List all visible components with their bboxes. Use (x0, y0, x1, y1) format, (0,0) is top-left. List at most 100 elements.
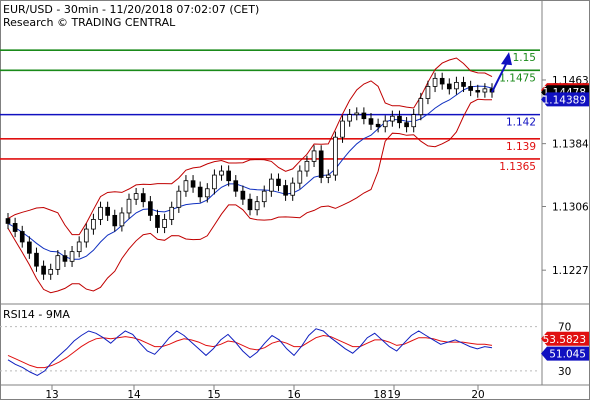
candlestick (183, 175, 189, 197)
candlestick (12, 217, 18, 238)
time-tick-label: 15 (207, 389, 220, 400)
candle-body (454, 81, 459, 90)
candle-body (425, 86, 431, 99)
bollinger-lower-line (7, 98, 493, 294)
candle-body (418, 98, 424, 116)
candlestick (204, 183, 210, 203)
candlestick (361, 107, 367, 125)
candle-body (119, 212, 125, 227)
rsi-line (7, 328, 493, 376)
candlestick (169, 201, 175, 226)
rsi-tick-label: 70 (558, 322, 571, 334)
bollinger-bands (7, 57, 493, 294)
candlestick (176, 185, 182, 213)
candlestick (27, 236, 32, 259)
candlestick (454, 76, 459, 95)
candle-body (304, 160, 310, 172)
candle-body (12, 223, 18, 232)
candlestick (233, 175, 239, 197)
candle-body (354, 112, 360, 116)
candlestick (91, 213, 96, 235)
level-label: 1.1365 (499, 161, 536, 173)
price-badge: 1.14389 (541, 92, 589, 107)
candle-body (375, 123, 381, 128)
candlestick (133, 187, 139, 205)
candlestick (432, 72, 438, 93)
candle-body (347, 114, 352, 122)
candlestick (446, 78, 452, 95)
candlestick (155, 209, 160, 234)
level-label: 1.139 (506, 141, 536, 153)
candlestick (19, 225, 25, 248)
level-label: 1.15 (513, 52, 536, 64)
candle-body (269, 178, 274, 192)
candle-body (76, 241, 82, 253)
candlestick (347, 108, 352, 127)
candle-body (48, 268, 54, 275)
candlestick (325, 169, 331, 184)
time-axis: 13 14 15 16 19 20 18 (45, 385, 485, 400)
candlestick (140, 187, 146, 208)
candlestick (190, 175, 196, 193)
candle-body (432, 77, 438, 87)
candlestick (425, 80, 431, 105)
candle-body (34, 252, 39, 267)
candle-body (446, 83, 452, 90)
candlestick (34, 247, 39, 272)
candle-body (254, 201, 260, 211)
candle-body (27, 241, 32, 254)
candle-body (190, 180, 196, 188)
candle-body (176, 190, 182, 208)
forecast-arrow-line (491, 61, 508, 93)
chart-subtitle: Research © TRADING CENTRAL (3, 16, 176, 29)
rsi-tick-label: 30 (558, 366, 571, 378)
rsi-ma-line (7, 334, 493, 369)
moving-average-line (7, 85, 493, 260)
candlestick (212, 169, 217, 195)
candlestick (62, 250, 68, 267)
candle-body (411, 114, 417, 128)
candle-body (325, 174, 331, 178)
price-tick-label: 1.1384 (552, 139, 589, 151)
time-tick-label: 20 (471, 389, 484, 400)
level-label: 1.142 (506, 117, 536, 129)
candle-body (204, 188, 210, 198)
candle-body (5, 218, 11, 224)
candle-body (197, 186, 203, 198)
forecast-arrow-head (501, 52, 512, 66)
time-tick-label: 19 (387, 389, 400, 400)
candlestick (340, 115, 345, 143)
rsi-badge-label: 53.5823 (543, 334, 586, 346)
candle-body (333, 136, 338, 176)
candle-body (247, 198, 253, 211)
candlestick (162, 213, 167, 234)
candlestick (219, 165, 224, 181)
candlestick (333, 131, 338, 181)
time-tick-label: 18 (373, 389, 386, 400)
level-lines: 1.15 1.1475 1.142 1.139 1.1365 (0, 49, 540, 173)
candlestick (397, 110, 402, 129)
candlestick (439, 72, 445, 90)
candlestick (148, 196, 153, 222)
candlestick (226, 165, 231, 187)
candlestick (261, 185, 267, 208)
candle-body (311, 150, 317, 162)
candlestick (482, 83, 488, 98)
price-badge-label: 1.14389 (543, 94, 586, 106)
candle-body (62, 255, 68, 262)
candlestick (48, 263, 54, 280)
price-tick-label: 1.1306 (552, 202, 589, 214)
candle-body (439, 77, 445, 85)
rsi-title: RSI14 - 9MA (3, 308, 70, 321)
candlestick (468, 80, 473, 97)
rsi-badge-box (541, 346, 589, 361)
candlestick (240, 185, 246, 205)
candle-body (55, 255, 61, 270)
candle-body (397, 115, 402, 124)
chart-title: EUR/USD - 30min - 11/20/2018 07:02:07 (C… (3, 3, 259, 16)
candlestick (98, 201, 103, 226)
candle-body (148, 201, 153, 216)
rsi-badge: 53.5823 (541, 331, 589, 346)
candlestick (269, 173, 274, 197)
